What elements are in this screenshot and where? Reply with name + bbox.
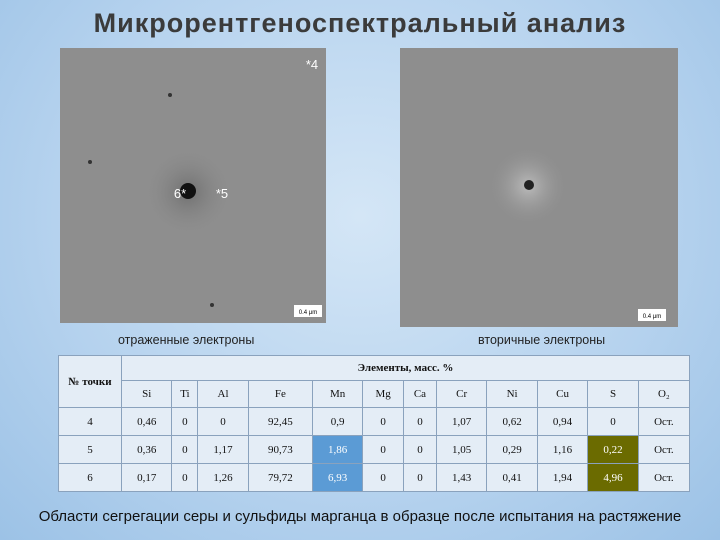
table-cell: 0 bbox=[362, 407, 404, 436]
inclusion bbox=[180, 183, 196, 199]
table-cell: 0 bbox=[171, 463, 199, 492]
table-cell: S bbox=[587, 380, 639, 408]
table-row: 5 0,36 0 1,17 90,73 1,86 0 0 1,05 0,29 1,16 0,22 Ост… bbox=[58, 435, 691, 464]
table-cell: Mn bbox=[311, 380, 364, 408]
caption: вторичные электроны bbox=[478, 333, 606, 347]
table-cell: 90,73 bbox=[247, 435, 313, 464]
dot bbox=[210, 303, 214, 307]
table-cell: Элементы, масс. % bbox=[121, 355, 690, 381]
table-cell: 1,26 bbox=[197, 463, 249, 492]
table-cell: 0 bbox=[402, 435, 437, 464]
table-cell: O₂ bbox=[637, 380, 691, 408]
table-cell: 0,9 bbox=[311, 407, 364, 436]
point-label: *5 bbox=[216, 186, 228, 201]
table-cell: 79,72 bbox=[247, 463, 313, 492]
caption: отраженные электроны bbox=[118, 333, 255, 347]
table-cell: 1,17 bbox=[197, 435, 249, 464]
table-cell: Ca bbox=[402, 380, 437, 408]
table-cell: 0,94 bbox=[536, 407, 589, 436]
table-cell: 0 bbox=[362, 463, 404, 492]
table-row: Si Ti Al Fe Mn Mg Ca Cr Ni Cu S O₂ bbox=[59, 380, 691, 408]
table-cell: 0,41 bbox=[486, 463, 538, 492]
table-cell: Ni bbox=[486, 380, 538, 408]
table-cell: 0 bbox=[362, 435, 404, 464]
dot bbox=[168, 93, 172, 97]
table-cell: 0 bbox=[171, 435, 199, 464]
table-cell: 0 bbox=[402, 463, 437, 492]
table-cell: 0 bbox=[197, 407, 249, 436]
scale-bar bbox=[294, 305, 322, 317]
table-cell: 1,16 bbox=[536, 435, 589, 464]
point-label: *4 bbox=[306, 57, 318, 72]
dot bbox=[88, 160, 92, 164]
table-cell: 0,22 bbox=[587, 435, 639, 464]
table-cell: 5 bbox=[58, 435, 122, 464]
table-cell: 6,93 bbox=[311, 463, 364, 492]
scale-label: 0.4 μm bbox=[299, 310, 317, 316]
table-cell: Si bbox=[120, 380, 173, 408]
table-row: 4 0,46 0 0 92,45 0,9 0 0 1,07 0,62 0,94 0 Ост. bbox=[58, 407, 691, 436]
inclusion bbox=[524, 180, 534, 190]
table-cell: 4,96 bbox=[587, 463, 639, 492]
table-cell: 0 bbox=[587, 407, 639, 436]
table-cell: 0 bbox=[402, 407, 437, 436]
table-cell: Al bbox=[197, 380, 249, 408]
table-cell: Cu bbox=[536, 380, 589, 408]
table-cell: Mg bbox=[362, 380, 404, 408]
scale-label: 0.4 μm bbox=[643, 314, 661, 320]
table-cell: 1,43 bbox=[435, 463, 488, 492]
table-cell: 4 bbox=[58, 407, 122, 436]
title: Микрорентгеноспектральный анализ bbox=[93, 8, 627, 38]
table-cell: Ост. bbox=[637, 463, 691, 492]
table-row: 6 0,17 0 1,26 79,72 6,93 0 0 1,43 0,41 1,94 4,96 Ост… bbox=[58, 463, 691, 492]
table-cell: Ост. bbox=[637, 407, 691, 436]
table-cell: 0,29 bbox=[486, 435, 538, 464]
table-cell: 0,36 bbox=[120, 435, 173, 464]
table-cell: 0,17 bbox=[120, 463, 173, 492]
table-cell: 0,46 bbox=[120, 407, 173, 436]
table-cell: Ост. bbox=[637, 435, 691, 464]
footer: Области сегрегации серы и сульфиды марга… bbox=[38, 508, 682, 525]
table-cell: 1,07 bbox=[435, 407, 488, 436]
table-cell: Fe bbox=[247, 380, 313, 408]
table-cell: 6 bbox=[58, 463, 122, 492]
table-cell: 92,45 bbox=[247, 407, 313, 436]
table-cell: 1,05 bbox=[435, 435, 488, 464]
table-cell: № точки bbox=[58, 355, 122, 408]
table-row: № точки Элементы, масс. % bbox=[58, 355, 690, 408]
table-cell: 0,62 bbox=[486, 407, 538, 436]
table-cell: 0 bbox=[171, 407, 199, 436]
table: № точки Элементы, масс. % Si Ti Al Fe Mn Mg Ca Cr… bbox=[58, 355, 691, 492]
table-cell: Ti bbox=[171, 380, 199, 408]
table-cell: 1,94 bbox=[536, 463, 589, 492]
point-label: 6* bbox=[174, 186, 186, 201]
scale-bar bbox=[638, 309, 666, 321]
table-cell: 1,86 bbox=[311, 435, 364, 464]
table-cell: Cr bbox=[435, 380, 488, 408]
